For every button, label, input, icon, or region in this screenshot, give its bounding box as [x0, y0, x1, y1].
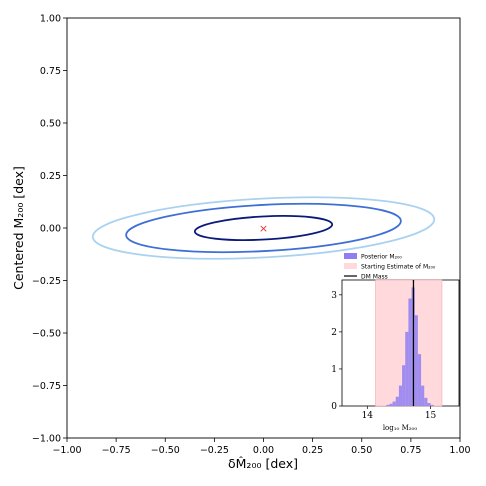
histogram-bar: [417, 354, 422, 406]
x-tick-label: 0.75: [400, 445, 421, 456]
contour-outer: [91, 196, 436, 260]
y-axis-label: Centered M₂₀₀ [dex]: [11, 166, 26, 290]
histogram-bar: [414, 315, 418, 406]
legend-label: Starting Estimate of M₂₀₀: [361, 264, 436, 271]
center-x-marker: ×: [259, 222, 268, 235]
inset-y-tick-label: 1: [331, 365, 337, 375]
x-tick-label: 0.00: [253, 445, 274, 456]
y-tick-label: −0.75: [32, 381, 61, 392]
x-tick-label: 0.25: [302, 445, 323, 456]
legend-label: DM Mass: [361, 274, 388, 281]
legend-label: Posterior M₂₀₀: [361, 254, 402, 261]
legend-swatch: [344, 263, 357, 269]
x-axis-label: δM̂₂₀₀ [dex]: [228, 456, 298, 471]
y-tick-label: 0.00: [40, 224, 61, 235]
y-tick-label: −1.00: [32, 434, 61, 445]
inset-y-tick-label: 0: [331, 402, 337, 412]
y-tick-label: −0.50: [32, 329, 61, 340]
histogram-bar: [424, 397, 428, 406]
contour-middle: [125, 202, 402, 254]
legend-swatch: [344, 253, 357, 259]
histogram-bar: [402, 365, 406, 406]
histogram-bar: [427, 403, 431, 406]
main-x-ticks: −1.00 −0.75 −0.50 −0.25 0.00 0.25 0.50 0.75 1.00: [52, 438, 471, 456]
contour-inner: [193, 215, 334, 241]
x-tick-label: −1.00: [52, 445, 81, 456]
histogram-bar: [392, 401, 396, 406]
x-tick-label: 0.50: [351, 445, 372, 456]
main-y-ticks: −1.00 −0.75 −0.50 −0.25 0.00 0.25 0.50 0.75 1.00: [32, 14, 67, 445]
x-tick-label: −0.75: [102, 445, 131, 456]
inset-x-axis-label: log₁₀ M₂₀₀: [383, 424, 418, 432]
x-tick-label: 1.00: [449, 445, 470, 456]
histogram-bar: [386, 404, 390, 406]
inset-x-ticks: 14 15: [362, 406, 437, 421]
center-marker: ×: [259, 222, 268, 235]
inset-y-tick-label: 2: [331, 328, 337, 338]
histogram-bar: [398, 385, 403, 406]
inset-x-tick-label: 14: [362, 411, 374, 421]
inset-y-tick-label: 3: [331, 291, 337, 301]
inset-legend: Posterior M₂₀₀ Starting Estimate of M₂₀₀ D…: [344, 253, 436, 281]
inset-histogram: 14 15 0 1 2 3 log₁₀ M₂₀₀ Posterior M₂₀₀ Start…: [331, 253, 460, 432]
x-tick-label: −0.50: [151, 445, 180, 456]
histogram-bar: [430, 404, 434, 406]
inset-y-ticks: 0 1 2 3: [331, 291, 342, 412]
y-tick-label: 0.50: [40, 119, 61, 130]
y-tick-label: 1.00: [40, 14, 61, 25]
y-tick-label: 0.75: [40, 66, 61, 77]
histogram-bar: [408, 298, 412, 406]
y-tick-label: 0.25: [40, 171, 61, 182]
x-tick-label: −0.25: [200, 445, 229, 456]
contour-ellipses: [91, 196, 436, 260]
y-tick-label: −0.25: [32, 276, 61, 287]
histogram-bar: [389, 403, 393, 406]
histogram-bar: [395, 396, 399, 406]
inset-x-tick-label: 15: [425, 411, 437, 421]
histogram-bar: [421, 385, 425, 406]
histogram-bar: [405, 331, 409, 406]
